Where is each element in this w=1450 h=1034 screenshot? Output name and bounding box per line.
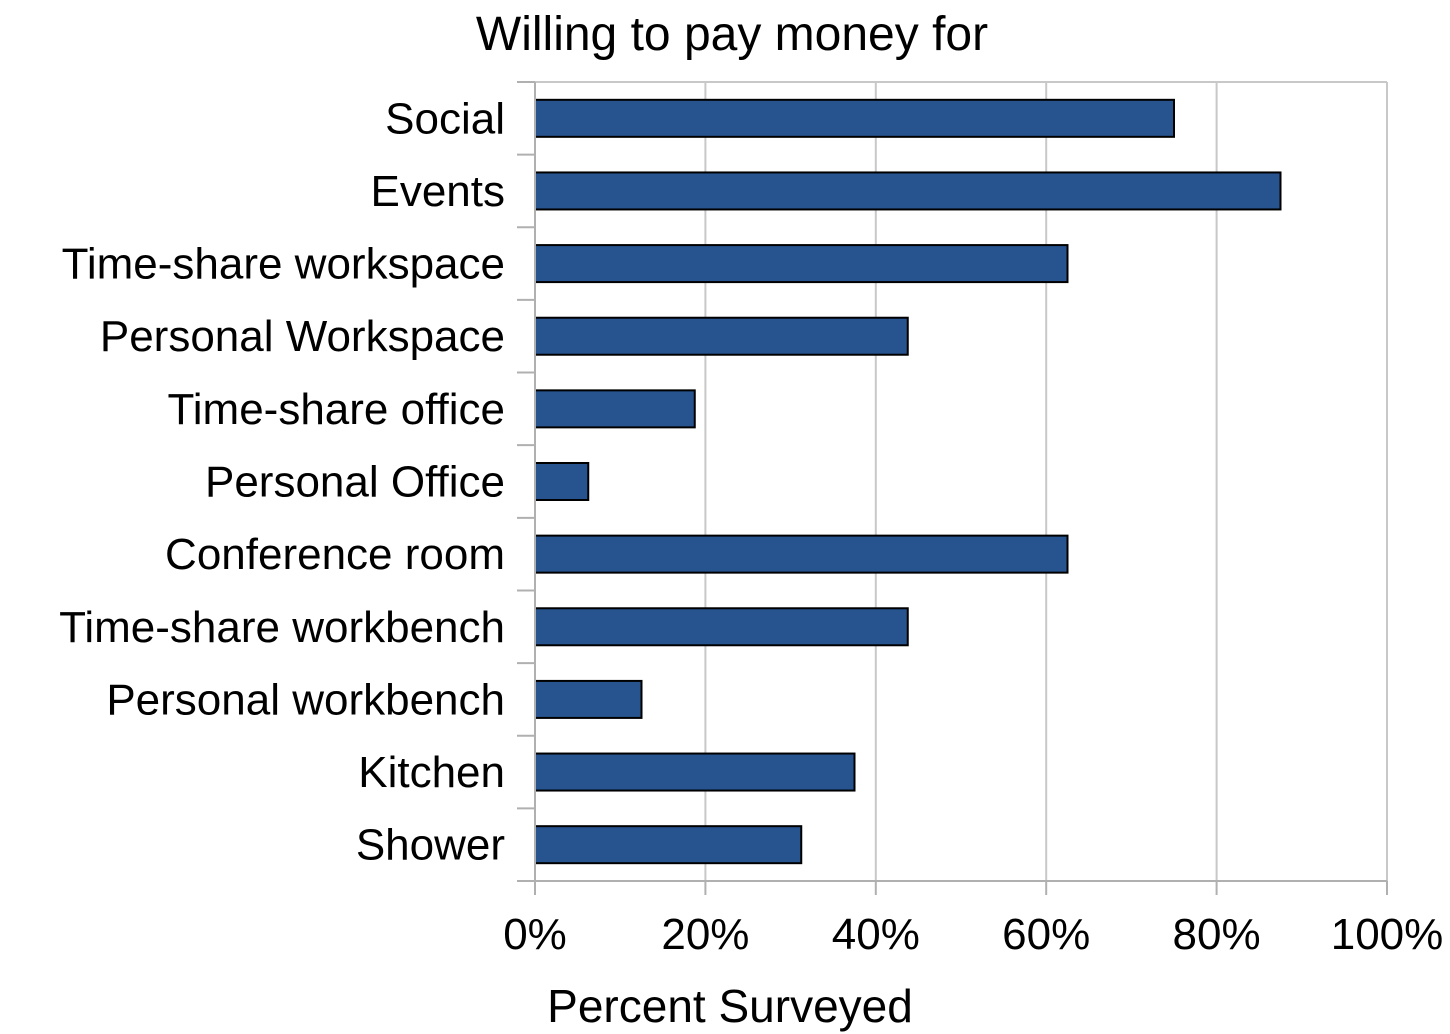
axis-layer [517, 81, 1388, 895]
bar-social [534, 98, 1175, 138]
x-tick-label-60: 60% [1002, 910, 1090, 959]
bar-shower [534, 825, 803, 865]
category-label-events: Events [370, 167, 505, 216]
bar-time-share-workbench [534, 607, 909, 647]
x-tick-label-0: 0% [503, 910, 567, 959]
bar-time-share-office [534, 389, 696, 429]
category-label-personal-workbench: Personal workbench [106, 675, 505, 724]
x-tick-label-80: 80% [1173, 910, 1261, 959]
category-label-time-share-workspace: Time-share workspace [62, 240, 505, 289]
x-tick-label-20: 20% [661, 910, 749, 959]
bar-time-share-workspace [534, 244, 1069, 284]
bar-conference-room [534, 534, 1069, 574]
category-label-shower: Shower [356, 821, 505, 870]
bars-layer [534, 98, 1282, 865]
bar-kitchen [534, 752, 856, 792]
grid-layer [534, 81, 1388, 881]
tick-labels: 0% 20% 40% 60% 80% 100% [503, 910, 1443, 959]
x-axis-title: Percent Surveyed [547, 980, 913, 1032]
bar-personal-workbench [534, 679, 643, 719]
category-label-social: Social [385, 94, 505, 143]
category-label-time-share-workbench: Time-share workbench [59, 603, 505, 652]
category-labels: Social Events Time-share workspace Personal… [59, 94, 505, 869]
x-tick-label-40: 40% [832, 910, 920, 959]
category-label-conference-room: Conference room [165, 530, 505, 579]
bar-personal-office [534, 462, 590, 501]
category-label-personal-office: Personal Office [205, 458, 505, 507]
bar-events [534, 171, 1282, 211]
chart-title: Willing to pay money for [476, 8, 988, 61]
category-label-kitchen: Kitchen [358, 748, 505, 797]
category-label-personal-workspace: Personal Workspace [100, 312, 505, 361]
x-tick-label-100: 100% [1331, 910, 1444, 959]
bar-personal-workspace [534, 316, 909, 356]
category-label-time-share-office: Time-share office [168, 385, 505, 434]
